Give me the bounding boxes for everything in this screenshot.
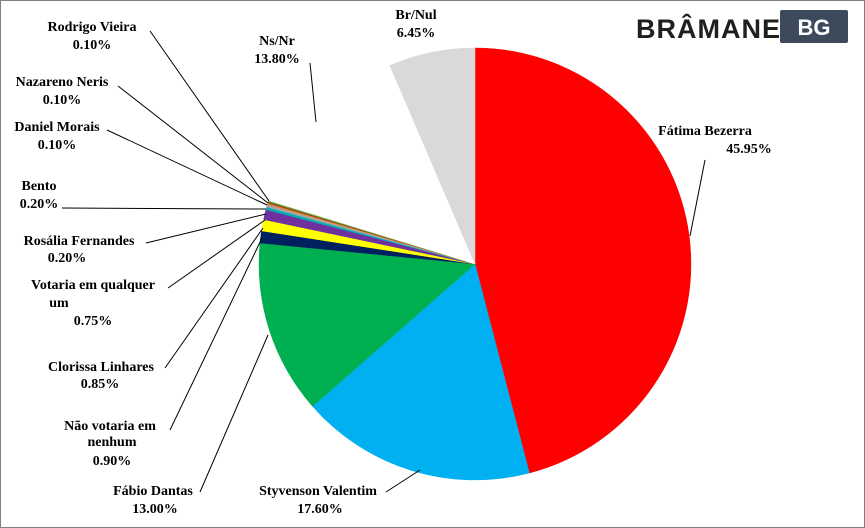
- slice-label-percent: 0.10%: [73, 38, 112, 53]
- slice-label-name: um: [49, 296, 69, 311]
- slice-label-percent: 0.20%: [20, 197, 59, 212]
- leader-line: [169, 237, 263, 431]
- leader-line: [199, 334, 269, 493]
- pie-slice: [474, 47, 692, 474]
- slice-label-percent: 6.45%: [397, 26, 436, 41]
- slice-label-name: Clorissa Linhares: [48, 360, 154, 375]
- slice-label-name: Fátima Bezerra: [658, 124, 752, 139]
- slice-label: Clorissa Linhares 0.85%: [48, 360, 154, 392]
- leader-line: [309, 62, 317, 123]
- slice-labels: Fátima Bezerra 45.95% Styvenson Valentim 17…: [14, 8, 771, 517]
- slice-label: Fábio Dantas 13.00%: [113, 484, 193, 517]
- slice-label-percent: 0.75%: [74, 314, 113, 329]
- slice-label-name: Fábio Dantas: [113, 484, 193, 499]
- leader-line: [106, 129, 268, 206]
- slice-label-percent: 13.00%: [132, 502, 178, 517]
- slice-label-name: Br/Nul: [395, 8, 436, 23]
- leader-line: [385, 469, 421, 493]
- slice-label-name: nenhum: [87, 435, 136, 450]
- slice-label-name: Styvenson Valentim: [259, 484, 377, 499]
- slice-label-name: Rodrigo Vieira: [47, 20, 136, 35]
- slice-label: Styvenson Valentim 17.60%: [259, 484, 377, 517]
- slice-label-percent: 13.80%: [254, 52, 300, 67]
- leader-line: [145, 213, 267, 244]
- leader-line: [149, 30, 270, 202]
- brand-badge: [780, 10, 848, 43]
- slice-label-name: Votaria em qualquer: [31, 278, 155, 293]
- slice-label-percent: 45.95%: [726, 142, 772, 157]
- slice-label-name: Rosália Fernandes: [24, 234, 135, 249]
- leader-line: [689, 159, 706, 237]
- slice-label: Bento 0.20%: [20, 179, 59, 212]
- leader-lines: [61, 30, 706, 493]
- slice-label: Ns/Nr 13.80%: [254, 34, 300, 67]
- slice-label: Daniel Morais 0.10%: [14, 120, 100, 153]
- slice-label: Fátima Bezerra 45.95%: [658, 124, 772, 157]
- slice-label-name: Bento: [22, 179, 57, 194]
- slice-label-percent: 0.90%: [93, 454, 132, 469]
- slice-label-name: Ns/Nr: [259, 34, 295, 49]
- slice-label-percent: 0.85%: [81, 377, 120, 392]
- brand-badge-text: BG: [798, 15, 831, 40]
- leader-line: [167, 219, 266, 289]
- slice-label-percent: 17.60%: [297, 502, 343, 517]
- leader-line: [164, 227, 264, 369]
- slice-label-percent: 0.10%: [43, 93, 82, 108]
- slice-label: Nazareno Neris 0.10%: [16, 75, 109, 108]
- leader-line: [61, 207, 267, 210]
- pie-slice: [258, 242, 476, 407]
- slice-label-percent: 0.20%: [48, 251, 87, 266]
- slice-label: Br/Nul 6.45%: [395, 8, 436, 41]
- brand-logo: BRÂMANE BG: [636, 10, 848, 44]
- slice-label: Rosália Fernandes 0.20%: [24, 234, 135, 266]
- slice-label: Rodrigo Vieira 0.10%: [47, 20, 136, 53]
- slice-label-percent: 0.10%: [38, 138, 77, 153]
- brand-logo-text: BRÂMANE: [636, 13, 781, 44]
- pie-slice: [312, 263, 530, 481]
- slice-label-name: Nazareno Neris: [16, 75, 109, 90]
- pie-slice: [389, 47, 476, 265]
- pie-slice: [268, 65, 476, 265]
- pie-slices: [258, 47, 692, 481]
- slice-label: Votaria em qualquer um 0.75%: [31, 278, 155, 329]
- leader-line: [117, 85, 269, 204]
- slice-label-name: Daniel Morais: [14, 120, 100, 135]
- slice-label-name: Não votaria em: [64, 419, 156, 434]
